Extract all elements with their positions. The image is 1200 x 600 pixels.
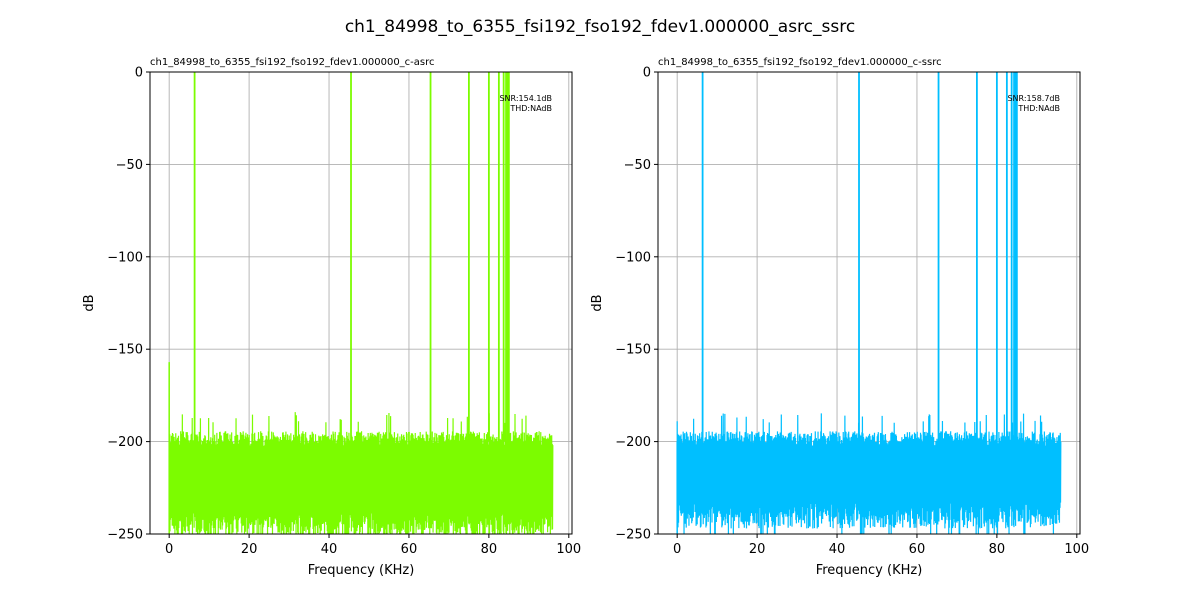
x-tick-label: 40 [321,542,338,557]
metric-annotation: THD:NAdB [1017,104,1060,113]
asrc-spectrum-plot: 0 20 40 60 80 100 0 −50 −100 −150 −200 −250 ch1_8499… [82,57,581,578]
subplot-title: ch1_84998_to_6355_fsi192_fso192_fdev1.00… [150,57,435,68]
x-tick-label: 40 [829,542,846,557]
y-tick-label: −50 [624,158,651,173]
x-tick-label: 80 [481,542,498,557]
y-tick-label: −100 [615,250,651,265]
x-axis-label: Frequency (KHz) [816,563,923,578]
metric-annotation: SNR:158.7dB [1007,94,1060,103]
x-tick-label: 60 [401,542,418,557]
x-tick-label: 100 [1064,542,1089,557]
y-tick-label: 0 [135,66,143,81]
noise-floor-trace [676,413,1062,534]
x-tick-label: 60 [909,542,926,557]
y-tick-label: −250 [615,528,651,543]
metric-annotation: SNR:154.1dB [499,94,552,103]
x-tick-label: 0 [673,542,681,557]
metric-annotation: THD:NAdB [509,104,552,113]
subplot-title: ch1_84998_to_6355_fsi192_fso192_fdev1.00… [658,57,942,68]
y-axis-label: dB [82,294,97,311]
y-tick-label: −150 [615,343,651,358]
x-tick-label: 20 [749,542,766,557]
y-tick-label: −200 [107,435,143,450]
x-tick-label: 80 [989,542,1006,557]
ssrc-spectrum-plot: 0 20 40 60 80 100 0 −50 −100 −150 −200 −250 ch1_8499… [590,57,1089,578]
spectrum-series [676,72,1062,534]
y-tick-label: −50 [116,158,143,173]
plot-frame [657,71,1081,535]
y-tick-label: 0 [643,66,651,81]
y-axis-label: dB [590,294,605,311]
figure-title: ch1_84998_to_6355_fsi192_fso192_fdev1.00… [345,17,855,37]
x-tick-label: 0 [165,542,173,557]
y-tick-label: −100 [107,250,143,265]
spectrum-series [168,72,554,534]
y-tick-label: −200 [615,435,651,450]
x-tick-label: 100 [556,542,581,557]
y-tick-label: −150 [107,343,143,358]
plot-frame [149,71,573,535]
x-axis-label: Frequency (KHz) [308,563,415,578]
y-tick-label: −250 [107,528,143,543]
x-tick-label: 20 [241,542,258,557]
noise-floor-trace [168,412,554,534]
